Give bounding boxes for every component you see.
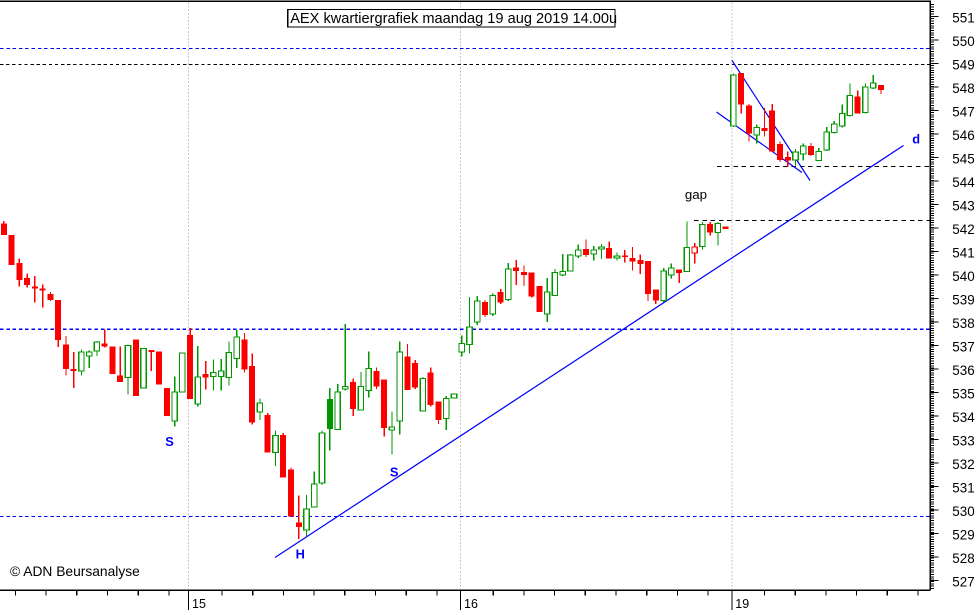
svg-text:529: 529 [952,527,974,542]
svg-text:533: 533 [952,433,974,448]
svg-text:548: 548 [952,81,974,96]
svg-text:d: d [912,132,920,147]
svg-text:© ADN Beursanalyse: © ADN Beursanalyse [10,564,140,579]
svg-text:544: 544 [952,175,975,190]
svg-text:538: 538 [952,316,974,331]
svg-text:536: 536 [952,363,974,378]
svg-text:542: 542 [952,222,974,237]
svg-text:551: 551 [952,10,974,25]
svg-text:532: 532 [952,457,974,472]
svg-text:535: 535 [952,386,974,401]
svg-text:550: 550 [952,34,974,49]
svg-text:539: 539 [952,292,974,307]
svg-text:549: 549 [952,57,974,72]
svg-text:534: 534 [952,410,975,425]
svg-text:S: S [165,434,174,449]
svg-text:527: 527 [952,574,974,589]
svg-text:gap: gap [685,187,707,202]
svg-text:H: H [296,546,305,561]
svg-text:541: 541 [952,245,974,260]
svg-text:543: 543 [952,198,974,213]
svg-text:AEX kwartiergrafiek maandag 19: AEX kwartiergrafiek maandag 19 aug 2019 … [290,11,617,27]
svg-text:S: S [390,465,399,480]
svg-text:540: 540 [952,269,974,284]
svg-text:528: 528 [952,551,974,566]
svg-text:15: 15 [192,597,206,610]
svg-text:19: 19 [735,597,749,610]
svg-text:545: 545 [952,151,974,166]
svg-text:546: 546 [952,128,974,143]
svg-text:530: 530 [952,504,974,519]
svg-text:16: 16 [464,597,478,610]
svg-text:547: 547 [952,104,974,119]
svg-text:537: 537 [952,339,974,354]
svg-text:531: 531 [952,480,974,495]
